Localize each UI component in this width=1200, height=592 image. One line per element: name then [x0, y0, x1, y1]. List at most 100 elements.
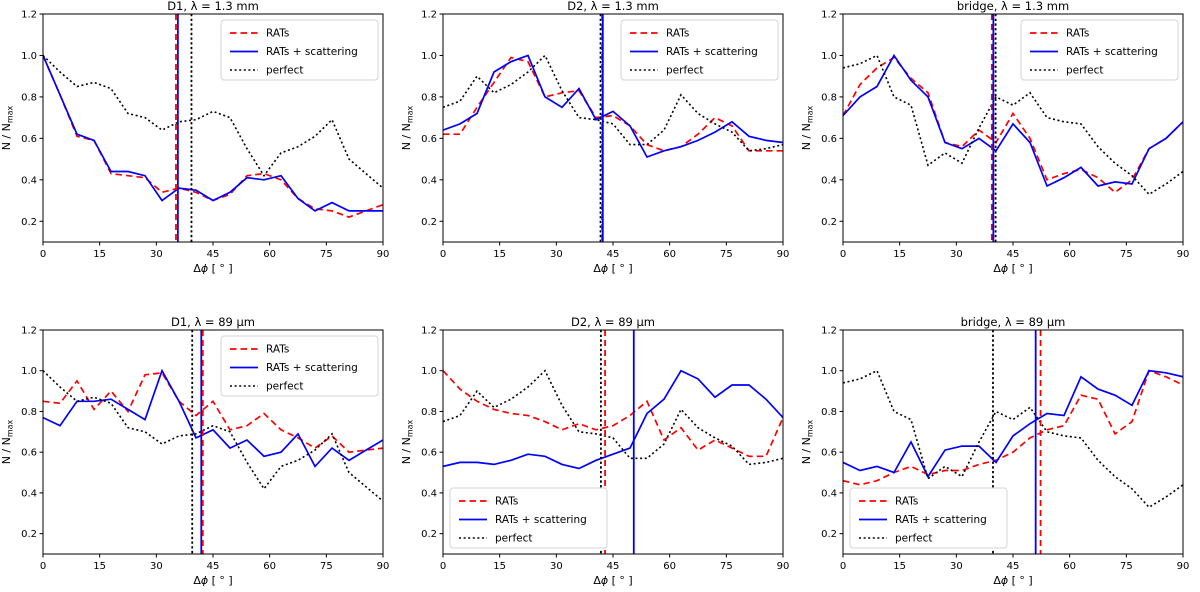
legend-label: RATs + scattering: [1066, 46, 1158, 58]
legend-box: [449, 487, 608, 549]
x-tick-label: 60: [1063, 249, 1076, 260]
legend-label: perfect: [895, 533, 933, 545]
x-tick-label: 30: [950, 561, 963, 572]
y-tick-label: 0.6: [421, 448, 437, 459]
series-perfect: [843, 54, 1183, 196]
series-scat: [443, 369, 783, 470]
legend-label: RATs: [895, 496, 918, 508]
y-tick-label: 0.6: [821, 134, 837, 145]
y-tick-label: 1.2: [421, 326, 437, 337]
series-scat: [843, 369, 1183, 479]
legend-box: [1020, 19, 1179, 81]
legend-label: RATs: [266, 28, 289, 40]
x-tick-label: 15: [893, 249, 906, 260]
x-tick-label: 90: [377, 249, 390, 260]
series-rats: [443, 56, 783, 152]
series-scat: [843, 53, 1183, 188]
y-tick-label: 0.4: [821, 175, 837, 186]
y-tick-label: 0.2: [821, 217, 837, 228]
y-tick-label: 0.4: [421, 175, 437, 186]
y-tick-label: 0.4: [821, 488, 837, 499]
legend: RATs RATs + scattering perfect: [849, 487, 1008, 549]
x-axis-label: Δϕ [ ° ]: [193, 574, 232, 587]
y-tick-label: 1.0: [421, 366, 437, 377]
x-tick-label: 90: [777, 249, 790, 260]
y-tick-label: 1.0: [21, 51, 37, 62]
x-tick-label: 75: [1120, 249, 1133, 260]
y-tick-label: 0.6: [421, 134, 437, 145]
x-axis-label: Δϕ [ ° ]: [593, 262, 632, 275]
legend: RATs RATs + scattering perfect: [220, 19, 379, 81]
x-tick-label: 75: [1120, 561, 1133, 572]
series-perfect: [843, 369, 1183, 509]
x-tick-label: 45: [207, 561, 220, 572]
legend-label: perfect: [266, 381, 304, 393]
y-tick-label: 0.4: [421, 488, 437, 499]
series-perfect: [43, 54, 383, 189]
legend-label: RATs: [666, 28, 689, 40]
y-tick-label: 0.6: [821, 448, 837, 459]
y-tick-label: 0.8: [421, 407, 437, 418]
chart-title: bridge, λ = 1.3 mm: [957, 0, 1069, 13]
x-tick-label: 30: [950, 249, 963, 260]
x-tick-label: 15: [893, 561, 906, 572]
x-tick-label: 15: [93, 249, 106, 260]
y-tick-label: 1.2: [821, 10, 837, 21]
y-tick-label: 0.4: [21, 488, 37, 499]
x-tick-label: 90: [777, 561, 790, 572]
y-tick-label: 0.2: [821, 529, 837, 540]
series-rats: [843, 369, 1183, 486]
chart-d1-1p3mm: 0 15 30 45 60 75 90 0.2 0.4 0.6 0.8 1.0 1.2 D1, λ = 1…: [0, 0, 400, 296]
x-tick-label: 60: [263, 249, 276, 260]
x-tick-label: 60: [663, 561, 676, 572]
series-perfect: [443, 54, 783, 152]
x-axis-label: Δϕ [ ° ]: [593, 574, 632, 587]
y-tick-label: 1.0: [21, 366, 37, 377]
y-axis-label: N / Nmax: [0, 419, 15, 464]
series-scat: [443, 54, 783, 159]
x-tick-label: 15: [493, 561, 506, 572]
chart-bridge-1p3mm: 0 15 30 45 60 75 90 0.2 0.4 0.6 0.8 1.0 1.2 bridge, λ…: [800, 0, 1200, 296]
legend-box: [620, 19, 779, 81]
x-tick-label: 60: [663, 249, 676, 260]
y-tick-label: 0.8: [821, 407, 837, 418]
legend-label: perfect: [1066, 65, 1104, 77]
chart-bridge-89um: 0 15 30 45 60 75 90 0.2 0.4 0.6 0.8 1.0 1.2 bridge, λ…: [800, 296, 1200, 592]
y-tick-label: 0.8: [421, 92, 437, 103]
legend: RATs RATs + scattering perfect: [1020, 19, 1179, 81]
x-tick-label: 30: [150, 561, 163, 572]
x-tick-label: 15: [93, 561, 106, 572]
x-tick-label: 0: [440, 561, 446, 572]
y-tick-label: 1.0: [821, 366, 837, 377]
x-tick-label: 45: [607, 249, 620, 260]
x-axis-label: Δϕ [ ° ]: [993, 574, 1032, 587]
y-tick-label: 1.2: [821, 326, 837, 337]
legend-box: [220, 19, 379, 81]
legend-label: perfect: [666, 65, 704, 77]
series-perfect: [443, 369, 783, 466]
x-tick-label: 45: [1007, 249, 1020, 260]
legend-label: perfect: [495, 533, 533, 545]
x-tick-label: 75: [320, 561, 333, 572]
legend: RATs RATs + scattering perfect: [220, 335, 379, 397]
y-axis-label: N / Nmax: [400, 105, 415, 150]
x-tick-label: 30: [550, 249, 563, 260]
x-tick-label: 90: [377, 561, 390, 572]
legend-box: [849, 487, 1008, 549]
series-scat: [43, 55, 383, 212]
x-tick-label: 75: [720, 249, 733, 260]
y-axis-label: N / Nmax: [800, 105, 815, 150]
x-tick-label: 45: [207, 249, 220, 260]
y-tick-label: 0.6: [21, 134, 37, 145]
series-scat: [43, 368, 383, 468]
legend-label: RATs + scattering: [666, 46, 758, 58]
series-rats: [443, 370, 783, 458]
y-axis-label: N / Nmax: [0, 105, 15, 150]
chart-d2-89um: 0 15 30 45 60 75 90 0.2 0.4 0.6 0.8 1.0 1.2 D2, λ = 8…: [400, 296, 800, 592]
x-tick-label: 0: [40, 561, 46, 572]
x-tick-label: 0: [40, 249, 46, 260]
x-tick-label: 0: [440, 249, 446, 260]
legend-label: RATs + scattering: [895, 514, 987, 526]
series-perfect: [43, 370, 383, 502]
